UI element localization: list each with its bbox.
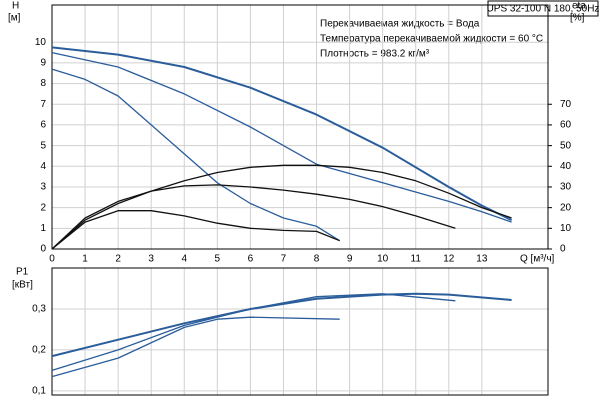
curve xyxy=(51,51,512,223)
x-tick-label: 0 xyxy=(49,254,55,265)
y-tick-label: 3 xyxy=(40,182,46,193)
y2-tick-label: 70 xyxy=(560,99,572,110)
x-tick-label: 9 xyxy=(347,254,353,265)
curve xyxy=(51,184,456,250)
y-tick-label: 2 xyxy=(40,202,46,213)
y-tick-label: 5 xyxy=(40,140,46,151)
y2-tick-label: 60 xyxy=(560,120,572,131)
x-tick-label: 8 xyxy=(314,254,320,265)
plot-frame xyxy=(51,267,549,396)
y2-tick-label: 40 xyxy=(560,161,572,172)
x-tick-label: 12 xyxy=(443,254,455,265)
y-tick-label: 6 xyxy=(40,120,46,131)
x-tick-label: 2 xyxy=(115,254,121,265)
y-tick-label: 1 xyxy=(40,223,46,234)
y2-tick-label: 30 xyxy=(560,182,572,193)
y2-tick-label: 10 xyxy=(560,223,572,234)
curve xyxy=(51,292,512,358)
y-tick-label: 0 xyxy=(40,244,46,255)
x-tick-label: 4 xyxy=(181,254,187,265)
y-tick-label: 0,1 xyxy=(32,386,46,397)
x-tick-label: 7 xyxy=(281,254,287,265)
plot-frame xyxy=(51,4,549,250)
y-tick-label: 4 xyxy=(40,161,46,172)
curve xyxy=(51,316,340,378)
title-box xyxy=(487,0,599,17)
y-axis-label: H xyxy=(12,1,19,12)
x-tick-label: 6 xyxy=(248,254,254,265)
y2-tick-label: 50 xyxy=(560,140,572,151)
x-tick-label: 1 xyxy=(82,254,88,265)
curve xyxy=(51,164,512,250)
curve xyxy=(51,210,340,250)
y2-axis-label: eta xyxy=(572,1,586,12)
curve xyxy=(51,68,341,242)
y-tick-label: 10 xyxy=(35,37,47,48)
annotation: Перекачиваемая жидкость = Вода xyxy=(320,19,480,30)
curve xyxy=(51,293,456,372)
y-axis-label: [кВт] xyxy=(12,280,33,291)
x-tick-label: 13 xyxy=(476,254,488,265)
y-axis-label: [м] xyxy=(8,13,21,24)
x-tick-label: 3 xyxy=(148,254,154,265)
y2-tick-label: 0 xyxy=(560,244,566,255)
y2-tick-label: 20 xyxy=(560,202,572,213)
chart-title: UPS 32-100 N 180, 50Hz xyxy=(487,4,600,15)
x-tick-label: 11 xyxy=(411,254,422,265)
annotation: Температура перекачиваемой жидкости = 60… xyxy=(320,34,543,45)
y-tick-label: 0,2 xyxy=(32,345,46,356)
y-tick-label: 7 xyxy=(40,99,46,110)
y-axis-label: P1 xyxy=(16,267,29,278)
x-tick-label: 10 xyxy=(377,254,389,265)
y-tick-label: 8 xyxy=(40,78,46,89)
y-tick-label: 9 xyxy=(40,58,46,69)
x-axis-label: Q [м³/ч] xyxy=(520,254,555,265)
x-tick-label: 5 xyxy=(215,254,221,265)
y2-axis-label: [%] xyxy=(570,13,585,24)
y-tick-label: 0,3 xyxy=(32,304,46,315)
curve xyxy=(51,46,513,221)
annotation: Плотность = 983.2 кг/м³ xyxy=(320,49,430,60)
